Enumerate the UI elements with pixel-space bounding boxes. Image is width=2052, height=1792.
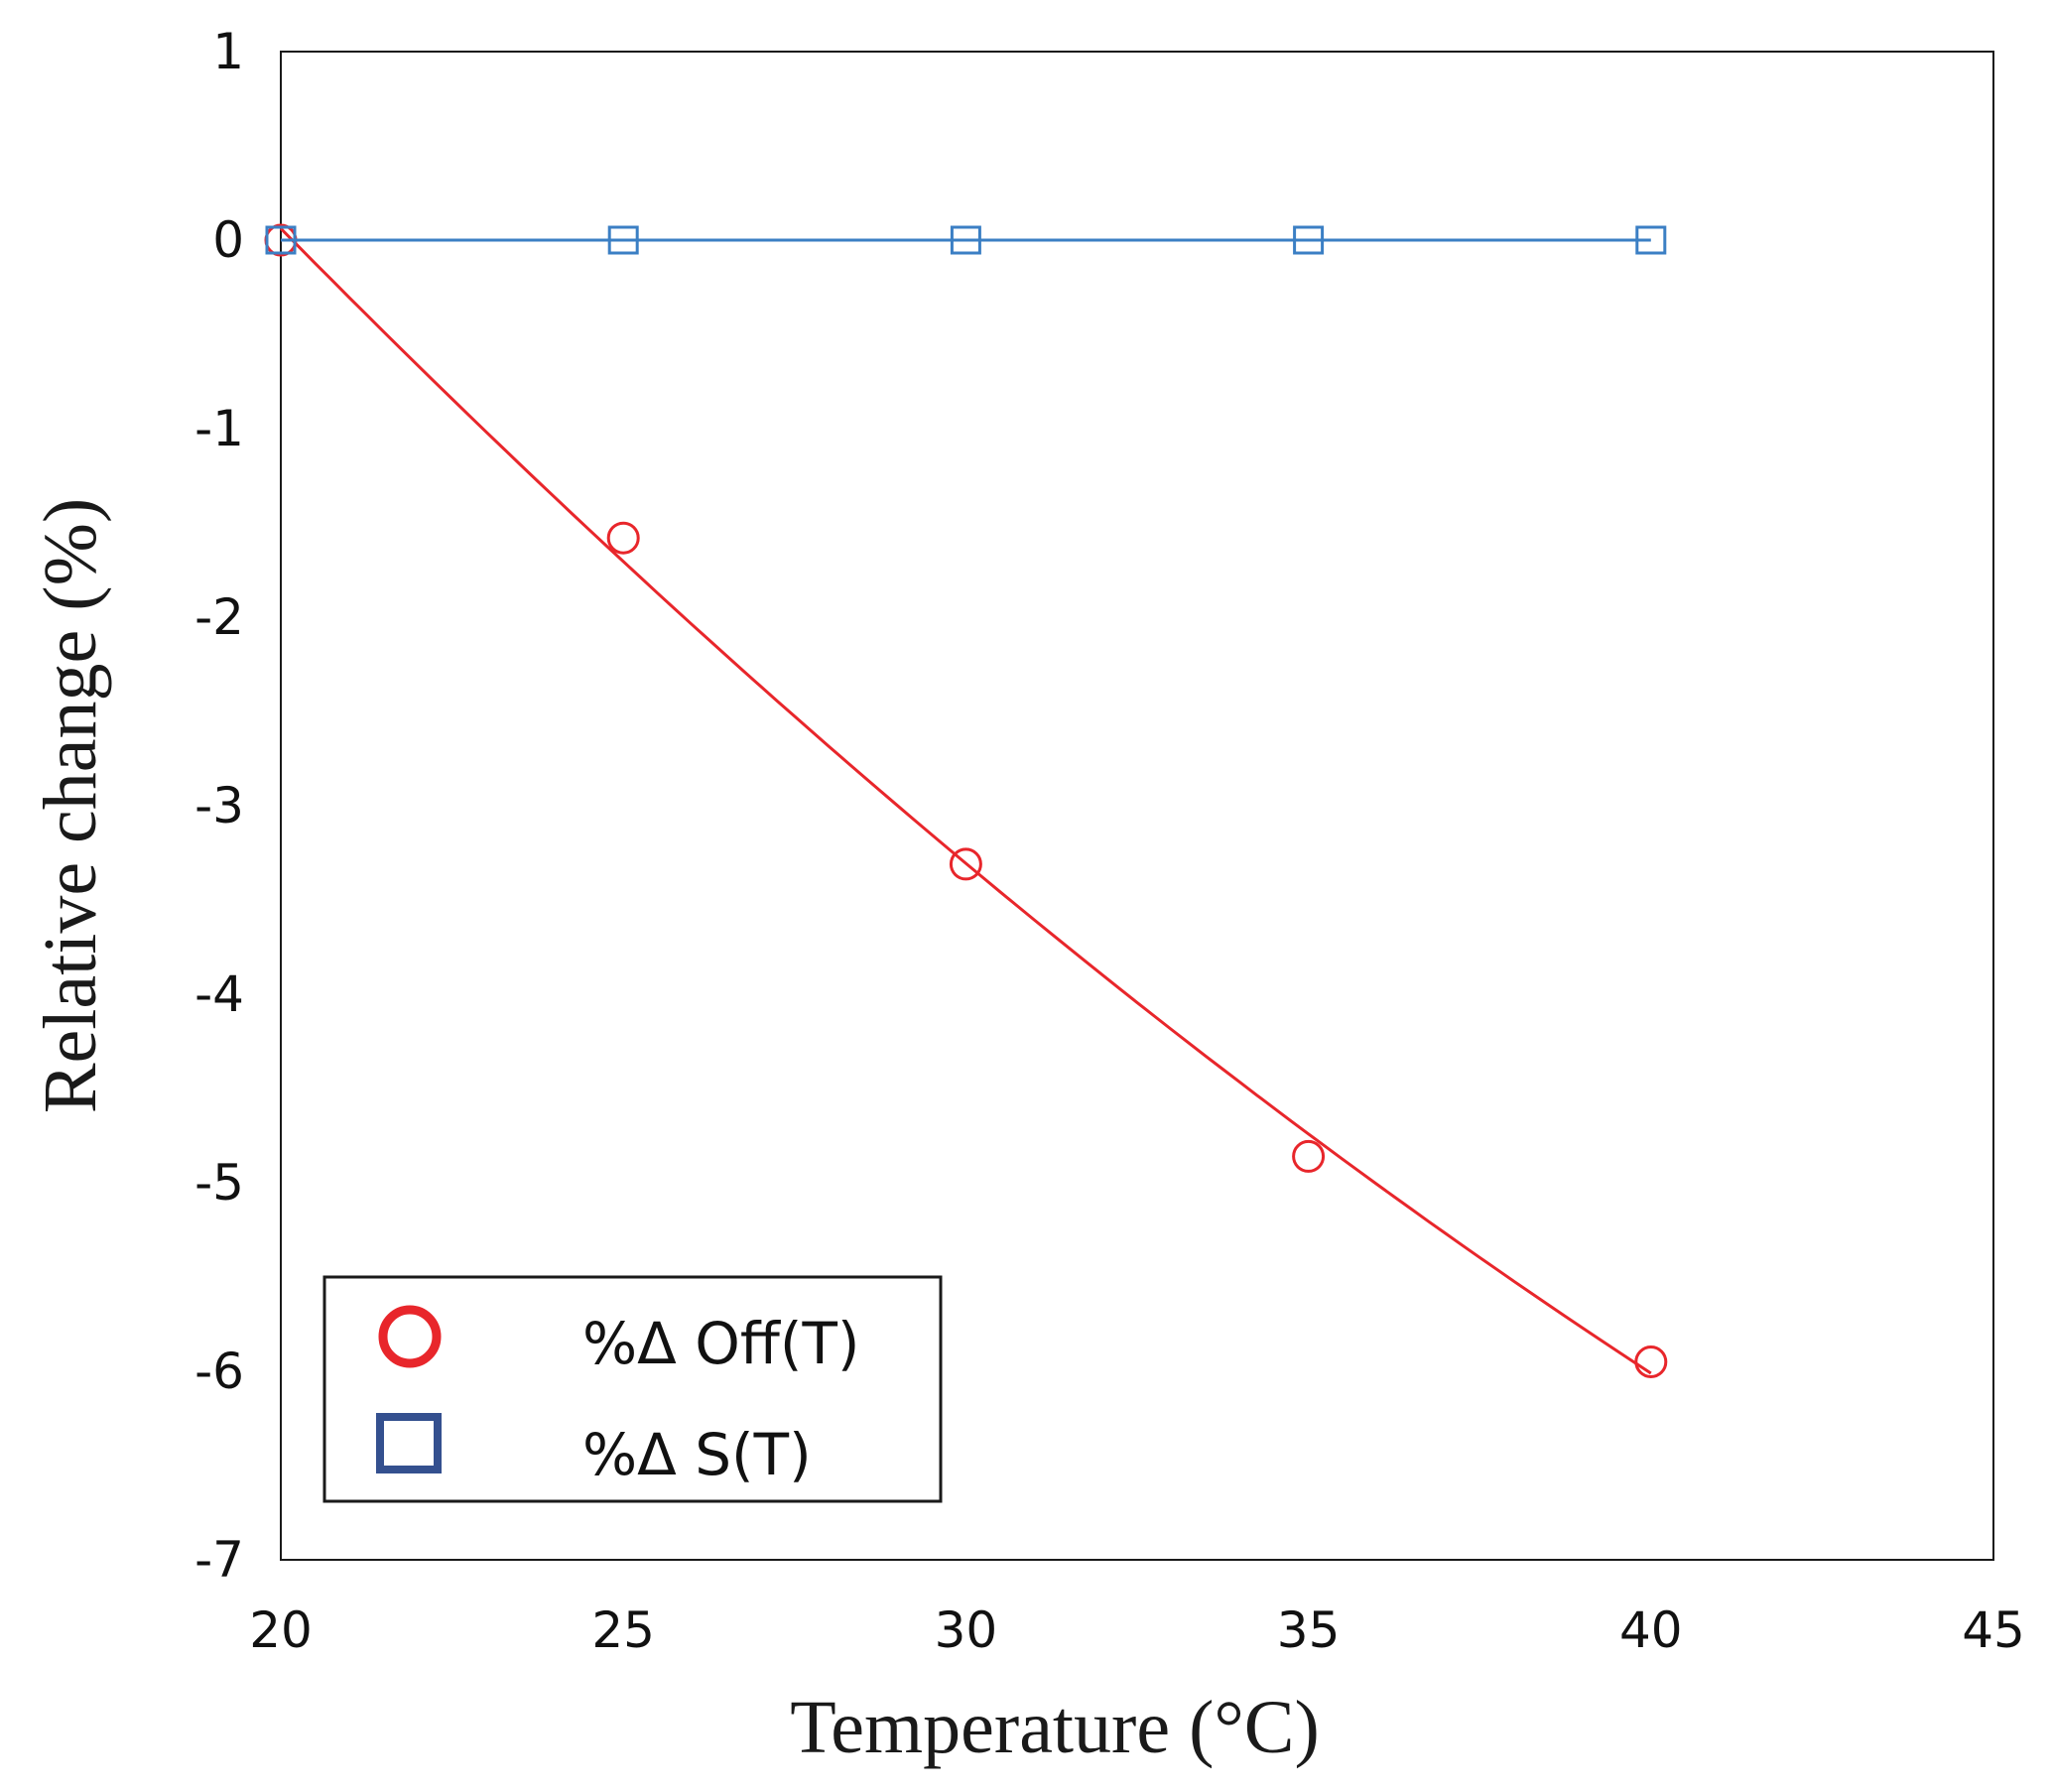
y-tick-label: 0 [212,211,244,269]
series-line [279,227,1652,1375]
data-point-square [1293,225,1325,255]
y-tick-label: -2 [194,588,244,646]
data-point-circle [949,847,982,881]
y-tick-label: -1 [194,400,244,457]
y-tick-label: -6 [194,1343,244,1400]
y-tick-label: -5 [194,1154,244,1212]
data-point-square [607,225,639,255]
legend-square-marker [376,1413,442,1473]
x-tick-label: 40 [1619,1601,1683,1659]
x-tick-labels: 20 25 30 35 40 45 [249,1601,2025,1659]
data-point-circle [1292,1139,1326,1173]
series-s [265,225,1667,255]
data-point-square [265,225,297,255]
x-tick-label: 35 [1277,1601,1341,1659]
x-axis-title: Temperature (°C) [790,1686,1320,1769]
x-tick-label: 25 [591,1601,655,1659]
legend: %Δ Off(T) %Δ S(T) [322,1275,943,1503]
y-tick-labels: 1 0 -1 -2 -3 -4 -5 -6 -7 [194,23,244,1589]
x-tick-label: 20 [249,1601,313,1659]
legend-label-s: %Δ S(T) [582,1421,812,1488]
y-tick-label: 1 [212,23,244,80]
legend-label-off: %Δ Off(T) [582,1310,860,1377]
x-tick-label: 30 [935,1601,998,1659]
y-tick-label: -3 [194,777,244,834]
legend-circle-marker [378,1305,442,1368]
y-tick-label: -4 [194,965,244,1023]
data-point-circle [606,521,640,555]
data-point-square [950,225,981,255]
data-point-circle [1634,1345,1668,1378]
x-tick-label: 45 [1962,1601,2025,1659]
series-layer [264,223,1668,1378]
data-point-square [1635,225,1667,255]
y-tick-label: -7 [194,1531,244,1589]
y-axis-title: Relative change (%) [29,498,112,1113]
